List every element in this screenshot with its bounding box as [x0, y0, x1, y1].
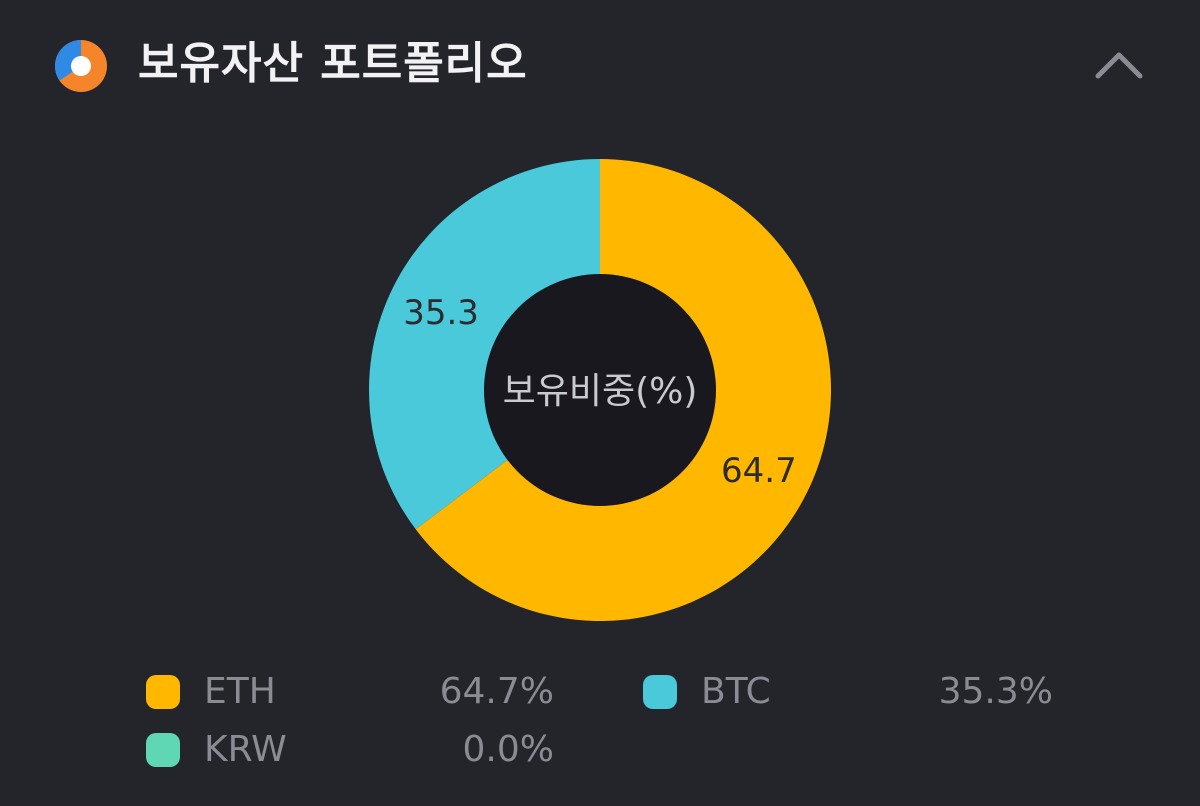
collapse-button[interactable]: [1086, 40, 1152, 92]
donut-hole: [484, 274, 716, 506]
legend-value-eth: 64.7%: [439, 671, 554, 712]
slice-label-btc: 35.3: [403, 293, 479, 333]
legend-swatch-krw: [146, 733, 180, 767]
legend-item-krw: KRW 0.0%: [146, 728, 554, 776]
legend-name-krw: KRW: [204, 729, 287, 770]
legend-value-krw: 0.0%: [462, 729, 554, 770]
page-title: 보유자산 포트폴리오: [138, 38, 528, 89]
legend-value-btc: 35.3%: [938, 671, 1053, 712]
legend-swatch-btc: [643, 675, 677, 709]
pie-chart-icon: [55, 40, 107, 92]
slice-label-eth: 64.7: [721, 451, 797, 491]
slice-btc: [369, 159, 600, 530]
center-label: 보유비중(%): [503, 371, 698, 412]
legend-item-eth: ETH 64.7%: [146, 670, 554, 718]
legend-name-eth: ETH: [204, 671, 276, 712]
legend-item-btc: BTC 35.3%: [643, 670, 1053, 718]
chevron-up-icon: [1095, 52, 1143, 79]
legend-swatch-eth: [146, 675, 180, 709]
legend-name-btc: BTC: [701, 671, 771, 712]
